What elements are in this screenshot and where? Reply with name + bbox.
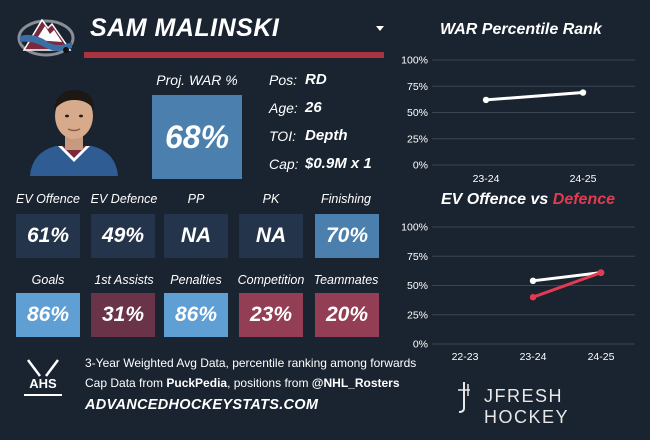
- nhl-rosters-link[interactable]: @NHL_Rosters: [311, 376, 400, 390]
- ev-offence-value: 61%: [16, 214, 80, 258]
- cap-label: Cap:: [269, 156, 299, 172]
- chart1-ytick-label: 50%: [407, 107, 428, 119]
- teammates-value: 20%: [315, 293, 379, 337]
- chart2-title-part1: EV Offence vs: [441, 191, 553, 208]
- chart2-data-point-1: [597, 269, 605, 276]
- player-headshot: [30, 90, 118, 176]
- proj-war-label: Proj. WAR %: [156, 72, 238, 88]
- credits-middle: , positions from: [227, 376, 312, 390]
- chart2-ytick-label: 25%: [407, 309, 428, 321]
- chart1-ytick-label: 25%: [407, 133, 428, 145]
- proj-war-value: 68%: [152, 95, 242, 179]
- chart2-series-line-0: [531, 271, 603, 283]
- chart2-xtick-label: 22-23: [452, 351, 479, 363]
- chart2-ytick-label: 50%: [407, 280, 428, 292]
- credits-prefix: Cap Data from: [85, 376, 167, 390]
- ev-offence-label: EV Offence: [16, 192, 80, 206]
- pp-label: PP: [187, 192, 205, 206]
- footer-credits: Cap Data from PuckPedia, positions from …: [85, 376, 400, 390]
- competition-value: 23%: [239, 293, 303, 337]
- toi-value: Depth: [305, 127, 348, 144]
- chart2-title-part2: Defence: [552, 191, 616, 208]
- ahs-logo: AHS: [24, 359, 62, 396]
- chart1-ytick-label: 100%: [401, 55, 428, 67]
- finishing-label: Finishing: [320, 192, 372, 206]
- chart1-series-line-0: [484, 91, 585, 102]
- jfresh-logo-icon: [458, 382, 470, 413]
- war-percentile-chart: 100% 75% 50% 25% 0% 23-24 24-25: [401, 55, 635, 185]
- pos-value: RD: [305, 71, 327, 88]
- chart2-ytick-label: 100%: [401, 222, 428, 234]
- ahs-logo-text: AHS: [29, 376, 57, 391]
- chart1-title: WAR Percentile Rank: [440, 21, 602, 38]
- team-logo: [17, 18, 75, 57]
- chart1-data-point-0: [579, 89, 587, 96]
- puckpedia-link[interactable]: PuckPedia: [166, 376, 228, 390]
- first-assists-value: 31%: [91, 293, 155, 337]
- chart1-xtick-label: 23-24: [473, 173, 500, 185]
- chart1-data-point-0: [482, 96, 490, 104]
- competition-label: Competition: [237, 273, 305, 287]
- finishing-value: 70%: [315, 214, 379, 258]
- age-value: 26: [305, 99, 322, 116]
- penalties-value: 86%: [164, 293, 228, 337]
- player-name: SAM MALINSKI: [90, 14, 280, 42]
- chevron-down-icon[interactable]: [376, 26, 384, 31]
- teammates-label: Teammates: [313, 273, 379, 287]
- chart1-ytick-label: 0%: [413, 160, 428, 172]
- goals-label: Goals: [31, 273, 65, 287]
- chart2-xtick-label: 24-25: [588, 351, 615, 363]
- footer-note: 3-Year Weighted Avg Data, percentile ran…: [85, 356, 417, 370]
- pos-label: Pos:: [269, 72, 298, 88]
- name-underline: [84, 52, 384, 58]
- cap-value: $0.9M x 1: [305, 155, 372, 172]
- ev-offence-defence-chart: 100% 75% 50% 25% 0% 22-23 23-24 24-25: [401, 222, 635, 363]
- toi-label: TOI:: [269, 128, 296, 144]
- goals-value: 86%: [16, 293, 80, 337]
- chart2-data-point-0: [529, 277, 537, 285]
- ev-defence-value: 49%: [91, 214, 155, 258]
- first-assists-label: 1st Assists: [94, 273, 154, 287]
- chart2-title: EV Offence vs Defence: [441, 191, 615, 209]
- age-label: Age:: [269, 100, 298, 116]
- pk-label: PK: [262, 192, 280, 206]
- pk-value: NA: [239, 214, 303, 258]
- ev-defence-label: EV Defence: [90, 192, 158, 206]
- chart2-xtick-label: 23-24: [520, 351, 547, 363]
- chart1-xtick-label: 24-25: [570, 173, 597, 185]
- brand-name: JFRESH HOCKEY: [484, 386, 570, 427]
- pp-value: NA: [164, 214, 228, 258]
- chart2-series-line-1: [531, 271, 603, 299]
- chart2-ytick-label: 75%: [407, 251, 428, 263]
- penalties-label: Penalties: [170, 273, 222, 287]
- chart2-data-point-1: [529, 294, 537, 301]
- chart2-ytick-label: 0%: [413, 339, 428, 351]
- chart1-ytick-label: 75%: [407, 81, 428, 93]
- website-link[interactable]: ADVANCEDHOCKEYSTATS.COM: [85, 397, 319, 413]
